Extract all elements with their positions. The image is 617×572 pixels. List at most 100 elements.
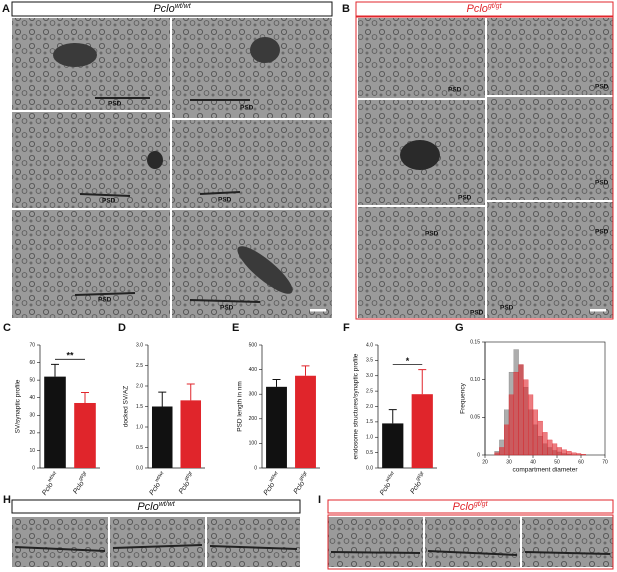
category-label: Pclowt/wt [39, 470, 61, 496]
em-image [172, 120, 332, 208]
psd-label: PSD [595, 180, 609, 187]
histogram-bar [528, 394, 534, 456]
error-bar [418, 369, 427, 395]
bar [74, 402, 96, 468]
y-tick-label: 200 [249, 416, 258, 422]
histogram-bar [523, 379, 529, 456]
gene: Pclo [409, 480, 423, 495]
panel-letter: B [342, 3, 350, 15]
histogram-bar [504, 424, 510, 456]
psd-label: PSD [102, 198, 116, 205]
gene: Pclo [148, 481, 162, 496]
significance: * [406, 356, 410, 366]
y-tick-label: 10 [29, 448, 35, 454]
em-image [358, 18, 485, 98]
bar [266, 386, 287, 468]
genotype: wt/wt [385, 470, 397, 483]
header: Pclowt/wt [153, 3, 191, 15]
error-bar [272, 378, 281, 387]
y-tick-label: 4.0 [366, 342, 373, 348]
histogram-bar [537, 420, 543, 456]
x-tick-label: 70 [602, 459, 608, 465]
histogram-bar [547, 439, 553, 456]
histogram-bar [561, 449, 567, 456]
genotype: gt/gt [298, 470, 309, 482]
histogram-bar [542, 432, 548, 456]
mitochondrion [250, 37, 280, 63]
gene: Pclo [153, 3, 174, 15]
genotype: wt/wt [154, 470, 166, 483]
y-tick-label: 0.10 [470, 377, 480, 383]
x-axis-label: compartment diameter [512, 467, 578, 474]
genotype: wt/wt [268, 470, 280, 483]
psd-label: PSD [108, 101, 122, 108]
psd-labels: PSD PSD PSD PSD PSD PSD PSD PSD PSD PSD … [98, 84, 609, 317]
histogram-bar [494, 452, 500, 456]
genotype: gt/gt [78, 470, 89, 482]
y-axis-label: docked SV/AZ [123, 386, 130, 428]
genotype: wt/wt [47, 470, 59, 483]
header-box [11, 1, 333, 17]
em-image [12, 517, 108, 567]
gene: Pclo [293, 480, 307, 495]
category-label: Pclowt/wt [146, 470, 168, 496]
category-label: Pclogt/gt [70, 470, 92, 495]
em-image [487, 97, 613, 200]
error-bar [186, 383, 195, 401]
y-tick-label: 100 [249, 441, 258, 447]
y-tick-label: 0.05 [470, 415, 480, 421]
y-tick-label: 30 [29, 413, 35, 419]
panel-letter: G [455, 322, 464, 334]
gene: Pclo [178, 480, 192, 495]
em-image [12, 18, 170, 110]
psd-label: PSD [470, 310, 484, 317]
y-tick-label: 1.5 [366, 419, 373, 425]
psd-label: PSD [595, 229, 609, 236]
x-tick-label: 50 [554, 459, 560, 465]
header-box [11, 499, 301, 514]
error-bar [81, 391, 89, 403]
y-tick-label: 1.5 [136, 404, 143, 410]
header: Pclowt/wt [137, 501, 175, 513]
header: Pclogt/gt [452, 501, 488, 513]
x-tick-label: 30 [506, 459, 512, 465]
panel-letter: I [318, 494, 321, 506]
genotype: wt/wt [159, 501, 176, 508]
y-tick-label: 3.0 [136, 342, 143, 348]
em-image [522, 517, 613, 567]
histogram-bar [508, 394, 514, 456]
y-axis-label: endosome structures/synaptic profile [353, 353, 360, 459]
histogram-bar [513, 371, 519, 456]
panel-letter: E [232, 322, 239, 334]
gene: Pclo [263, 481, 277, 496]
category-label: Pclowt/wt [377, 470, 399, 496]
y-tick-label: 400 [249, 367, 258, 373]
psd-label: PSD [218, 197, 232, 204]
em-image [487, 18, 613, 95]
y-tick-label: 60 [29, 360, 35, 366]
y-tick-label: 0 [32, 465, 35, 471]
bar [44, 376, 66, 468]
headers: Pclowt/wt Pclogt/gt Pclowt/wt Pclogt/gt [11, 1, 614, 570]
y-tick-label: 20 [29, 430, 35, 436]
y-axis-label: SV/synaptic profile [15, 379, 22, 433]
mitochondrion [147, 151, 163, 169]
psd-label: PSD [458, 195, 472, 202]
x-tick-label: 20 [482, 459, 488, 465]
category-label: Pclogt/gt [407, 470, 429, 495]
panel-letter: C [3, 322, 11, 334]
histogram-bar [552, 443, 558, 456]
y-tick-label: 2.0 [366, 404, 373, 410]
gene: Pclo [137, 501, 158, 513]
bar [382, 423, 404, 468]
y-tick-label: 0 [254, 465, 257, 471]
mitochondrion [400, 140, 440, 170]
header-box [355, 1, 614, 17]
category-label: Pclogt/gt [290, 470, 312, 495]
panel-letter: H [3, 494, 11, 506]
psd-label: PSD [500, 305, 514, 312]
y-tick-label: 70 [29, 342, 35, 348]
category-label: Pclowt/wt [261, 470, 283, 496]
y-tick-label: 50 [29, 377, 35, 383]
